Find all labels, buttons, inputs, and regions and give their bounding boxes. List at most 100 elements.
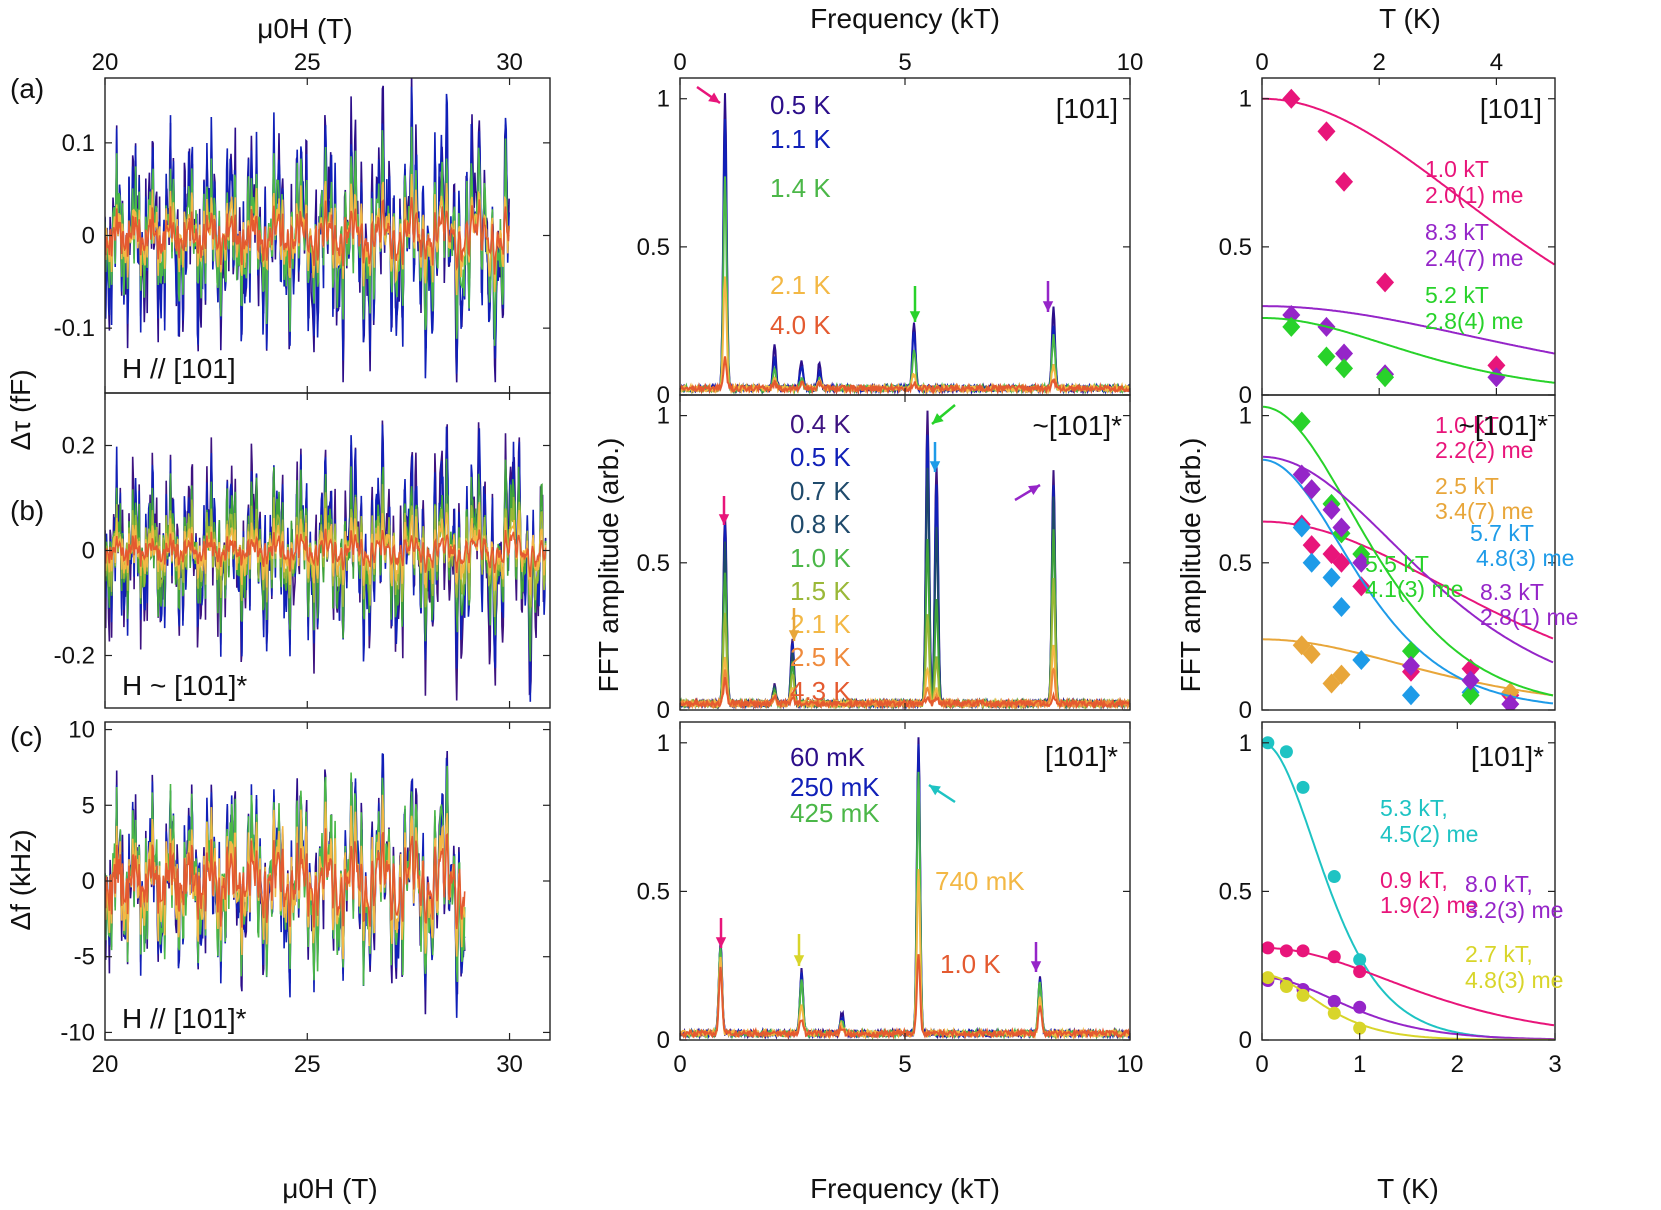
data-point [1262,971,1275,985]
y-tick-label: 5 [82,792,95,819]
data-point [1487,367,1506,388]
top-x-tick-label: 2 [1373,49,1386,76]
data-point [1317,346,1336,367]
data-point [1353,1021,1367,1035]
fit-0.9 kT, 1.9(2) me [1263,946,1555,1027]
legend-0.5 K: 0.5 K [790,442,851,472]
spectrum-0.5 K [680,434,1130,710]
mass-legend-4.1(3) me: 4.1(3) me [1365,576,1463,602]
data-point [1332,552,1351,573]
data-point [1327,994,1341,1008]
fft-panel-2: 00.51 0.4 K0.5 K0.7 K0.8 K1.0 K1.5 K2.1 … [637,394,1131,724]
data-point [1352,552,1371,573]
top-x-tick-label: 10 [1117,49,1144,76]
data-point [1327,950,1341,964]
panel-a-orientation: H // [101] [122,353,236,384]
fft-2-arrows [718,404,1041,641]
mass-panel-1: 00.51 1.0 kT2.0(1) me8.3 kT2.4(7) me5.2 … [1219,77,1556,409]
legend-1.0 K: 1.0 K [790,543,851,573]
panel-b-traces [105,420,547,702]
spectrum-2.1 K [680,644,1130,710]
data-point [1401,641,1420,662]
mass-legend-4.5(2) me: 4.5(2) me [1380,821,1478,847]
data-point [1461,670,1480,691]
data-point [1282,316,1301,337]
data-point [1302,479,1321,500]
panel-a-label: (a) [10,73,44,104]
spectrum-0.5 K [680,93,1130,395]
y-tick-label: 0 [82,538,95,565]
y-tick-label: -5 [74,944,95,971]
legend-60 mK: 60 mK [790,742,866,772]
y-tick-label: 1 [657,86,670,113]
spectrum-425 mK [680,771,1130,1040]
fft-3-direction: [101]* [1045,741,1118,772]
trace-0.5 K [105,424,547,702]
mass-legend-2.8(1) me: 2.8(1) me [1480,604,1578,630]
panel-c-orientation: H // [101]* [122,1003,247,1034]
y-tick-label: 0.2 [62,433,95,460]
peak-arrow-head [708,92,720,103]
data-point [1279,745,1293,759]
legend-4.0 K: 4.0 K [770,310,831,340]
panel-c-label: (c) [10,721,43,752]
mass-legend-2.4(7) me: 2.4(7) me [1425,245,1523,271]
fft-3-traces [680,737,1130,1040]
mass-2-fits [1262,405,1554,710]
top-field-axis-label: μ0H (T) [257,13,352,44]
data-point [1296,944,1310,958]
mass-1-fits [1262,88,1555,388]
mass-2-legend: 1.0 kT2.2(2) me 2.5 kT3.4(7) me5.7 kT4.8(… [1365,412,1578,630]
top-frequency-axis-label: Frequency (kT) [810,3,1000,34]
spectrum-1.4 K [680,176,1130,395]
mass-2-direction: ~[101]* [1458,410,1548,441]
bottom-x-tick-label: 30 [496,1051,523,1078]
peak-arrow-head [1042,301,1054,312]
y-tick-label: 1 [657,730,670,757]
panel-b: -0.2 0 0.2 H ~ [101]* [54,392,551,709]
df-axis-label: Δf (kHz) [5,829,36,930]
mass-2-frame [1261,394,1556,711]
bottom-x-tick-label: 1 [1353,1051,1366,1078]
peak-arrow-head [715,937,727,948]
legend-0.5 K: 0.5 K [770,90,831,120]
fft-axis-label: FFT amplitude (arb.) [593,438,624,693]
data-point [1322,567,1341,588]
legend-1.0 K: 1.0 K [940,949,1001,979]
y-tick-label: 0 [1239,697,1252,724]
y-tick-label: 0 [1239,382,1252,409]
data-point [1352,576,1371,597]
data-point [1279,944,1293,958]
data-point [1487,355,1506,376]
fft-1-arrows [696,85,1054,322]
fit-8.3 kT, 2.8(1) me [1262,455,1554,664]
mass-legend-8.0 kT,: 8.0 kT, [1465,871,1533,897]
data-point [1292,464,1311,485]
data-point [1461,685,1480,706]
mass-3-legend: 5.3 kT,4.5(2) me 0.9 kT,1.9(2) me8.0 kT,3… [1380,795,1563,993]
fit-5.7 kT, 4.8(3) me [1262,458,1554,705]
legend-1.4 K: 1.4 K [770,173,831,203]
top-x-tick-label: 0 [673,49,686,76]
top-x-tick-label: 0 [1255,49,1268,76]
fit-5.5 kT, 4.1(3) me [1262,405,1554,697]
y-tick-label: 0 [82,223,95,250]
bottom-x-tick-label: 20 [92,1051,119,1078]
mass-legend-2.7 kT,: 2.7 kT, [1465,941,1533,967]
legend-1.5 K: 1.5 K [790,576,851,606]
y-tick-label: 0.5 [1219,878,1252,905]
data-point [1401,655,1420,676]
legend-740 mK: 740 mK [935,866,1025,896]
data-point [1296,988,1310,1002]
spectrum-4.3 K [680,677,1130,710]
fft-axis-label-right: FFT amplitude (arb.) [1175,438,1206,693]
data-point [1353,1000,1367,1014]
peak-arrow-head [932,413,944,424]
mass-legend-4.8(3) me: 4.8(3) me [1465,967,1563,993]
top-x-tick-label: 25 [294,49,321,76]
top-temperature-axis-label: T (K) [1379,3,1441,34]
legend-250 mK: 250 mK [790,772,880,802]
peak-arrow-head [1030,961,1042,972]
spectrum-1.1 K [680,118,1130,395]
fft-1-traces [680,93,1130,395]
